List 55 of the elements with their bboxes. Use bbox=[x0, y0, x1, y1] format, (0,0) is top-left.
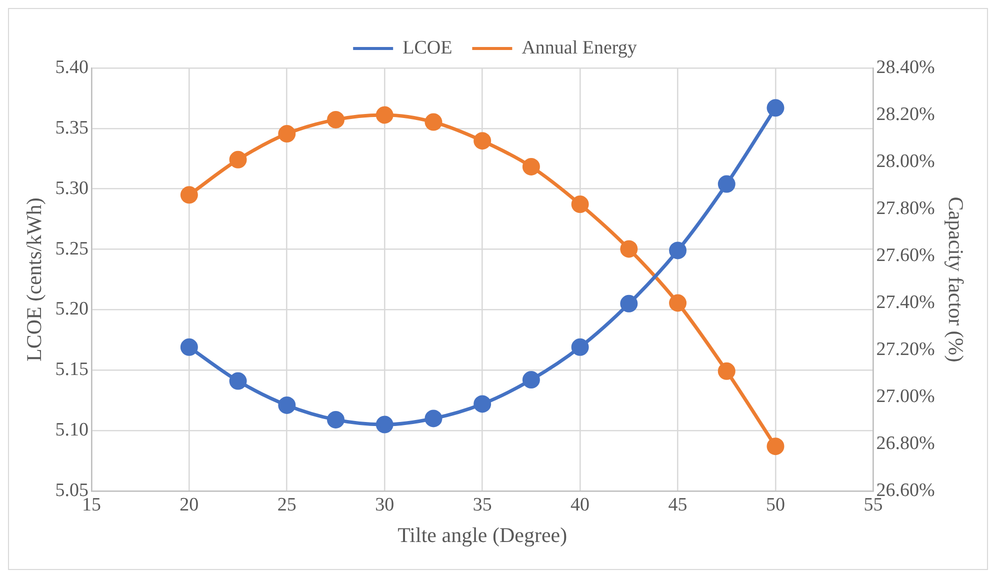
y2-tick-label: 28.40% bbox=[876, 56, 935, 78]
point bbox=[669, 294, 687, 312]
point bbox=[718, 175, 736, 193]
point bbox=[669, 242, 687, 260]
point bbox=[278, 125, 296, 143]
y-tick-label: 5.35 bbox=[55, 117, 88, 138]
y2-tick-label: 27.00% bbox=[876, 386, 935, 407]
y2-tick-label: 26.60% bbox=[876, 480, 935, 501]
x-tick-label: 50 bbox=[766, 494, 785, 516]
y2-tick-label: 27.60% bbox=[876, 244, 935, 266]
y2-tick-label: 27.40% bbox=[876, 292, 935, 313]
point bbox=[327, 110, 345, 128]
y-tick-label: 5.40 bbox=[55, 56, 88, 78]
point bbox=[766, 99, 784, 117]
x-axis-title: Tilte angle (Degree) bbox=[398, 522, 568, 547]
y-tick-label: 5.25 bbox=[55, 238, 88, 260]
x-tick-label: 30 bbox=[375, 494, 394, 516]
y2-axis-title: Capacity factor (%) bbox=[944, 196, 968, 362]
point bbox=[522, 158, 540, 176]
x-tick-label: 20 bbox=[180, 494, 199, 516]
point bbox=[229, 372, 247, 390]
y-tick-label: 5.30 bbox=[55, 178, 88, 199]
legend-label: Annual Energy bbox=[522, 37, 638, 58]
x-tick-label: 35 bbox=[472, 494, 492, 516]
point bbox=[766, 438, 784, 456]
y-tick-label: 5.10 bbox=[55, 420, 88, 441]
x-tick-label: 40 bbox=[570, 494, 590, 516]
point bbox=[376, 106, 394, 124]
point bbox=[180, 338, 198, 356]
point bbox=[474, 395, 492, 413]
point bbox=[327, 410, 345, 428]
y2-tick-label: 28.00% bbox=[876, 150, 935, 172]
legend-label: LCOE bbox=[402, 37, 452, 58]
y-tick-label: 5.15 bbox=[55, 359, 88, 380]
y2-tick-label: 26.80% bbox=[876, 432, 935, 454]
point bbox=[424, 113, 442, 131]
point bbox=[474, 132, 492, 150]
point bbox=[376, 416, 394, 434]
point bbox=[571, 196, 589, 214]
point bbox=[571, 338, 589, 356]
point bbox=[620, 240, 638, 258]
point bbox=[180, 186, 198, 204]
y2-tick-label: 27.20% bbox=[876, 338, 935, 360]
y-tick-label: 5.20 bbox=[55, 298, 88, 320]
point bbox=[522, 371, 540, 389]
x-tick-label: 25 bbox=[277, 494, 296, 516]
point bbox=[229, 150, 247, 168]
point bbox=[424, 410, 442, 428]
y2-tick-label: 28.20% bbox=[876, 104, 935, 125]
y2-tick-label: 27.80% bbox=[876, 198, 935, 219]
point bbox=[620, 294, 638, 312]
y-axis-title: LCOE (cents/kWh) bbox=[22, 198, 46, 362]
point bbox=[278, 396, 296, 414]
x-tick-label: 45 bbox=[668, 494, 688, 516]
point bbox=[718, 362, 736, 380]
